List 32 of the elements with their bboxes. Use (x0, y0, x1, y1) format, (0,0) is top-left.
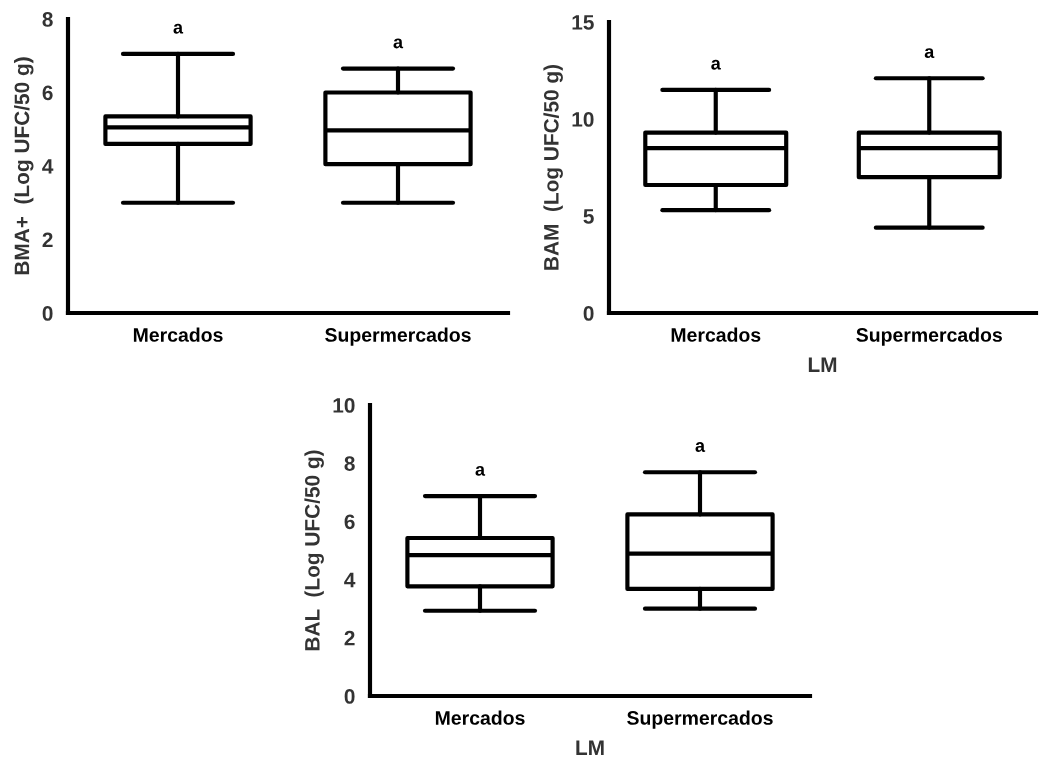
x-tick-label: Supermercados (627, 710, 773, 729)
y-tick-label: 15 (572, 15, 594, 30)
y-tick-label: 8 (344, 456, 355, 471)
y-tick-label: 5 (583, 209, 594, 224)
y-tick-label: 10 (333, 398, 355, 413)
y-tick-label: 0 (583, 306, 594, 321)
y-tick-label: 4 (42, 159, 54, 174)
y-tick-label: 2 (42, 232, 53, 248)
y-tick-label: 0 (344, 689, 355, 704)
y-tick-label: 2 (344, 630, 355, 646)
x-tick-label: Mercados (671, 327, 761, 342)
x-tick-label: Supermercados (325, 327, 471, 346)
y-axis-title: BAL (Log UFC/50 g) (304, 450, 324, 651)
x-tick-label: Mercados (435, 710, 525, 725)
annotation: a (711, 59, 721, 70)
x-axis-title: LM (808, 357, 837, 372)
annotation: a (393, 38, 404, 49)
annotation: a (924, 48, 935, 59)
y-tick-label: 4 (344, 572, 356, 588)
y-tick-label: 10 (572, 112, 594, 127)
y-axis-title: BAM (Log UFC/50 g) (543, 64, 563, 270)
x-tick-label: Mercados (133, 327, 223, 342)
x-tick-label: Supermercados (856, 327, 1002, 346)
y-axis-title: BMA+ (Log UFC/50 g) (13, 57, 34, 275)
x-axis-title: LM (576, 740, 604, 755)
annotation: a (173, 23, 184, 34)
y-tick-label: 6 (344, 514, 355, 530)
annotation: a (475, 465, 486, 476)
y-tick-label: 8 (42, 12, 53, 27)
y-tick-label: 6 (42, 85, 53, 101)
y-tick-label: 0 (42, 306, 53, 321)
annotation: a (695, 442, 706, 452)
